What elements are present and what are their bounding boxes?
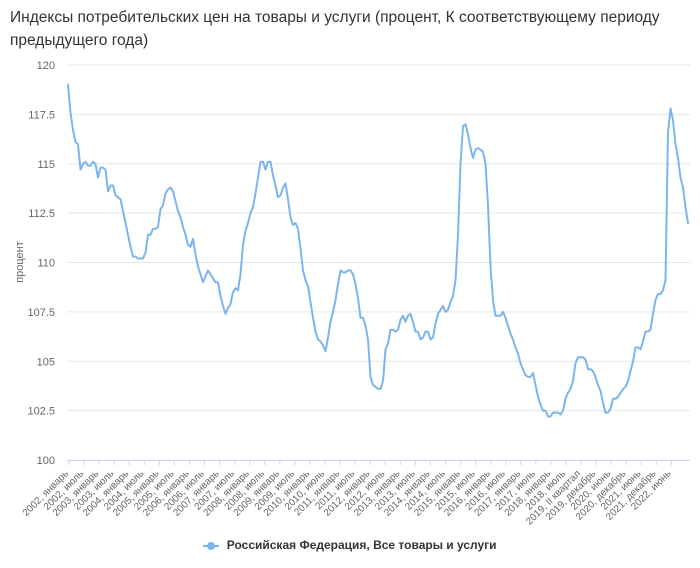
- y-tick-label: 117.5: [28, 109, 55, 121]
- y-tick-label: 120: [37, 60, 55, 72]
- series-layer: [67, 83, 689, 418]
- y-tick-label: 100: [37, 455, 55, 467]
- legend[interactable]: Российская Федерация, Все товары и услуг…: [0, 538, 700, 552]
- legend-label: Российская Федерация, Все товары и услуг…: [226, 538, 497, 552]
- y-tick-labels: 100 102.5 105 107.5 110 112.5 115 117.5 120: [27, 60, 55, 467]
- y-tick-label: 115: [37, 159, 55, 171]
- y-tick-label: 110: [37, 258, 55, 270]
- y-tick-label: 102.5: [27, 406, 55, 418]
- grid-lines: [67, 64, 690, 412]
- legend-marker-icon: [203, 541, 220, 551]
- series-line: [67, 83, 689, 418]
- y-axis-label: процент: [14, 241, 26, 283]
- x-axis: [67, 460, 690, 465]
- y-tick-label: 105: [37, 356, 55, 368]
- y-tick-label: 107.5: [27, 307, 55, 319]
- y-tick-label: 112.5: [28, 208, 55, 220]
- chart-title: Индексы потребительских цен на товары и …: [10, 9, 660, 49]
